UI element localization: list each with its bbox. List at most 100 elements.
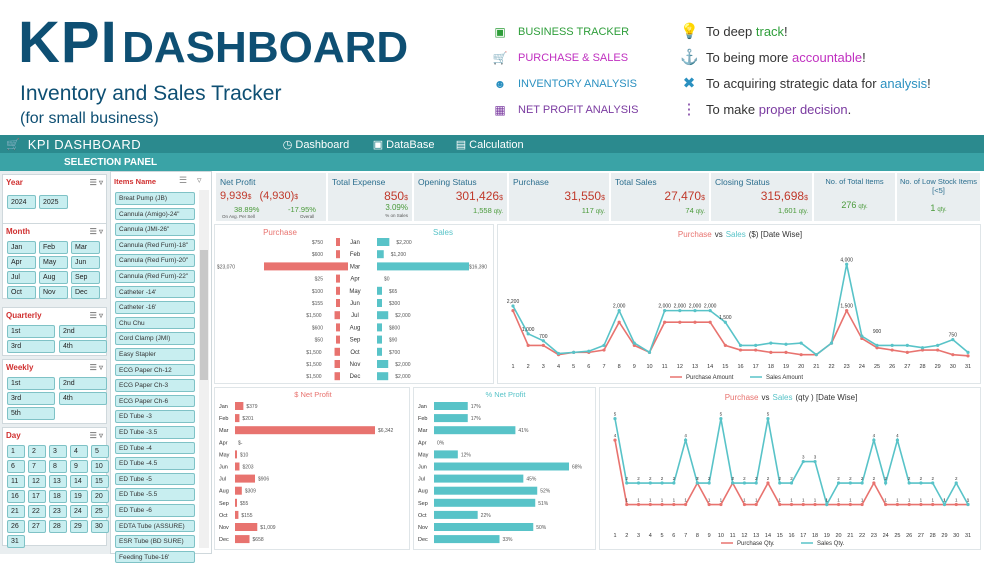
- filter-day-option[interactable]: 30: [91, 520, 109, 533]
- item-option[interactable]: Easy Stapler: [115, 348, 195, 361]
- filter-quarterly-option[interactable]: 2nd: [59, 325, 107, 338]
- item-option[interactable]: ECG Paper Ch-12: [115, 363, 195, 377]
- filter-day-option[interactable]: 15: [91, 475, 109, 488]
- item-option[interactable]: EDTA Tube (ASSURE): [115, 519, 195, 533]
- filter-weekly-option[interactable]: 4th: [59, 392, 107, 405]
- filter-day-option[interactable]: 28: [49, 520, 67, 533]
- item-option[interactable]: ECG Paper Ch-3: [115, 379, 195, 392]
- filter-month-option[interactable]: Sep: [71, 271, 100, 284]
- nav-dashboard[interactable]: ◷ Dashboard: [282, 138, 350, 151]
- sales-bar-label: $16,390: [469, 264, 487, 270]
- filter-day-option[interactable]: 26: [7, 520, 25, 533]
- filter-day-option[interactable]: 18: [49, 490, 67, 503]
- filter-day-option[interactable]: 4: [70, 445, 88, 458]
- filter-month-option[interactable]: Oct: [7, 286, 36, 299]
- filter-day-option[interactable]: 1: [7, 445, 25, 458]
- item-option[interactable]: Cannula (Red Furn)-18": [115, 238, 195, 252]
- item-option[interactable]: ED Tube -3: [115, 410, 195, 423]
- items-scrollbar[interactable]: [199, 190, 209, 548]
- filter-day-option[interactable]: 11: [7, 475, 25, 488]
- filter-weekly-option[interactable]: 3rd: [7, 392, 55, 405]
- item-option[interactable]: ED Tube -5.5: [115, 488, 195, 501]
- filter-day-option[interactable]: 31: [7, 535, 25, 548]
- filter-month-option[interactable]: Mar: [71, 241, 100, 254]
- item-option[interactable]: Catheter -16': [115, 301, 195, 314]
- filter-year-option[interactable]: 2024: [7, 195, 36, 209]
- item-option[interactable]: Breat Pump (JB): [115, 192, 195, 205]
- filter-weekly-option[interactable]: 1st: [7, 377, 55, 390]
- filter-quarterly-option[interactable]: 4th: [59, 340, 107, 353]
- filter-month-option[interactable]: Feb: [39, 241, 68, 254]
- filter-day-option[interactable]: 21: [7, 505, 25, 518]
- item-option[interactable]: Cannula (Amigo)-24": [115, 207, 195, 221]
- filter-year-option[interactable]: 2025: [39, 195, 68, 209]
- bar: [235, 474, 255, 483]
- filter-day-option[interactable]: 27: [28, 520, 46, 533]
- filter-month-option[interactable]: Jun: [71, 256, 100, 269]
- filter-day-option[interactable]: 12: [28, 475, 46, 488]
- filter-clear-icon[interactable]: ☰ ▿: [89, 227, 103, 236]
- multiselect-icon[interactable]: ☰: [179, 175, 188, 185]
- nav-calculation[interactable]: ▤ Calculation: [455, 138, 524, 151]
- sales-point: [648, 481, 652, 485]
- item-option[interactable]: ED Tube -3.5: [115, 426, 195, 439]
- filter-day-option[interactable]: 8: [49, 460, 67, 473]
- filter-day-option[interactable]: 24: [70, 505, 88, 518]
- item-option[interactable]: Catheter -14': [115, 285, 195, 299]
- filter-month-option[interactable]: Nov: [39, 286, 68, 299]
- filter-day-option[interactable]: 7: [28, 460, 46, 473]
- filter-day-option[interactable]: 3: [49, 445, 67, 458]
- item-option[interactable]: ED Tube -5: [115, 472, 195, 486]
- sales-point: [789, 481, 794, 485]
- filter-day-option[interactable]: 2: [28, 445, 46, 458]
- item-option[interactable]: Cord Clamp (JMI): [115, 332, 195, 345]
- filter-day-option[interactable]: 14: [70, 475, 88, 488]
- filter-day-option[interactable]: 29: [70, 520, 88, 533]
- sales-bar: [377, 238, 390, 246]
- filter-clear-icon[interactable]: ☰ ▿: [89, 363, 103, 372]
- scroll-thumb[interactable]: [200, 250, 208, 380]
- bar-label: 45%: [526, 477, 537, 483]
- filter-month-option[interactable]: Jul: [7, 271, 36, 284]
- item-option[interactable]: Cannula (Red Furn)-20": [115, 254, 195, 267]
- filter-day-option[interactable]: 19: [70, 490, 88, 503]
- item-option[interactable]: Chu Chu: [115, 316, 195, 330]
- filter-clear-icon[interactable]: ▿: [197, 175, 202, 185]
- sales-bar-label: $700: [389, 350, 400, 356]
- filter-weekly-option[interactable]: 2nd: [59, 377, 107, 390]
- x-tick-label: 11: [730, 533, 736, 539]
- filter-day-option[interactable]: 16: [7, 490, 25, 503]
- sales-point: [801, 459, 805, 464]
- filter-month-option[interactable]: Jan: [7, 241, 36, 254]
- filter-month-option[interactable]: Apr: [7, 256, 36, 269]
- nav-database[interactable]: ▣ DataBase: [372, 138, 435, 151]
- filter-weekly-option[interactable]: 5th: [7, 407, 55, 420]
- filter-month-option[interactable]: May: [39, 256, 68, 269]
- filter-day-option[interactable]: 13: [49, 475, 67, 488]
- filter-quarterly-option[interactable]: 3rd: [7, 340, 55, 353]
- item-option[interactable]: Cannula (Red Furn)-22": [115, 270, 195, 283]
- filter-quarterly-option[interactable]: 1st: [7, 325, 55, 338]
- filter-day-option[interactable]: 20: [91, 490, 109, 503]
- filter-clear-icon[interactable]: ☰ ▿: [89, 311, 103, 320]
- filter-day-option[interactable]: 25: [91, 505, 109, 518]
- filter-clear-icon[interactable]: ☰ ▿: [89, 178, 103, 187]
- filter-day-option[interactable]: 22: [28, 505, 46, 518]
- filter-day-option[interactable]: 23: [49, 505, 67, 518]
- item-option[interactable]: ECG Paper Ch-6: [115, 394, 195, 408]
- filter-day-option[interactable]: 6: [7, 460, 25, 473]
- item-option[interactable]: ED Tube -4.5: [115, 457, 195, 470]
- item-option[interactable]: ESR Tube (BD SURE): [115, 535, 195, 548]
- filter-day-option[interactable]: 17: [28, 490, 46, 503]
- month-label: Aug: [350, 325, 361, 331]
- filter-month-option[interactable]: Aug: [39, 271, 68, 284]
- filter-clear-icon[interactable]: ☰ ▿: [89, 431, 103, 440]
- filter-day-option[interactable]: 5: [91, 445, 109, 458]
- item-option[interactable]: ED Tube -6: [115, 504, 195, 517]
- filter-day-option[interactable]: 9: [70, 460, 88, 473]
- item-option[interactable]: ED Tube -4: [115, 441, 195, 455]
- item-option[interactable]: Cannula (JMI-26": [115, 223, 195, 236]
- filter-day-option[interactable]: 10: [91, 460, 109, 473]
- filter-month-option[interactable]: Dec: [71, 286, 100, 299]
- item-option[interactable]: Feeding Tube-16': [115, 550, 195, 563]
